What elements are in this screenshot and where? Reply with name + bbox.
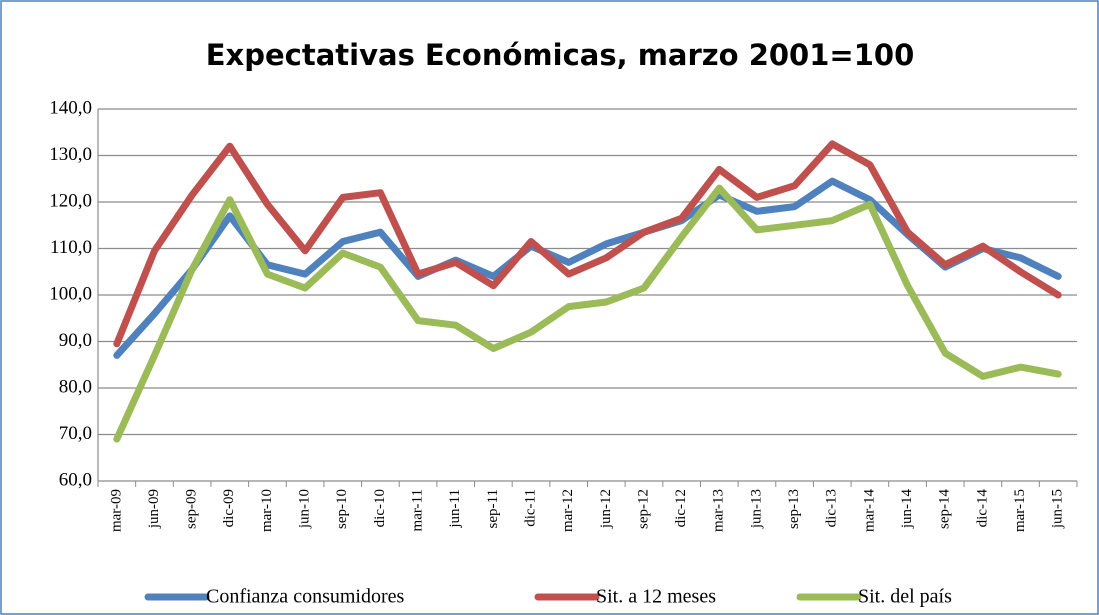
x-tick-label: dic-13 — [824, 489, 840, 527]
x-tick-label: sep-14 — [937, 489, 953, 529]
x-tick-label: dic-12 — [673, 489, 689, 527]
y-tick-label: 100,0 — [49, 283, 92, 304]
legend-label: Confianza consumidores — [206, 586, 404, 608]
y-tick-label: 90,0 — [59, 330, 92, 351]
x-tick-label: jun-10 — [297, 489, 313, 529]
y-tick-label: 140,0 — [49, 97, 92, 118]
x-tick-label: jun-11 — [447, 489, 463, 529]
x-tick-label: mar-14 — [861, 489, 877, 533]
y-tick-label: 60,0 — [59, 469, 92, 490]
series-line — [113, 184, 1062, 443]
x-tick-label: dic-11 — [522, 489, 538, 527]
x-tick-label: mar-09 — [108, 489, 124, 532]
x-tick-label: sep-09 — [184, 489, 200, 529]
x-tick-label: jun-12 — [598, 489, 614, 529]
y-tick-label: 120,0 — [49, 190, 92, 211]
x-tick-label: jun-09 — [146, 489, 162, 529]
x-tick-label: mar-12 — [560, 489, 576, 532]
x-tick-label: sep-11 — [485, 489, 501, 528]
x-tick-label: sep-13 — [786, 489, 802, 529]
chart-title: Expectativas Económicas, marzo 2001=100 — [206, 38, 915, 72]
x-tick-label: mar-15 — [1012, 489, 1028, 532]
x-tick-label: jun-14 — [899, 489, 915, 530]
y-tick-label: 110,0 — [50, 237, 92, 258]
legend-label: Sit. a 12 meses — [596, 586, 716, 608]
x-tick-label: sep-12 — [635, 489, 651, 529]
x-tick-label: dic-10 — [372, 489, 388, 527]
x-tick-label: mar-13 — [711, 489, 727, 532]
y-tick-label: 70,0 — [59, 423, 92, 444]
x-tick-label: mar-11 — [409, 489, 425, 531]
x-tick-label: mar-10 — [259, 489, 275, 532]
x-tick-label: jun-15 — [1050, 489, 1066, 529]
x-tick-label: jun-13 — [748, 489, 764, 529]
x-tick-label: dic-09 — [221, 489, 237, 527]
series-line — [113, 177, 1062, 359]
y-tick-label: 80,0 — [59, 376, 92, 397]
legend-label: Sit. del país — [858, 586, 952, 608]
x-tick-label: sep-10 — [334, 489, 350, 529]
y-tick-label: 130,0 — [49, 144, 92, 165]
x-tick-label: dic-14 — [974, 489, 990, 528]
series-line — [113, 140, 1062, 348]
